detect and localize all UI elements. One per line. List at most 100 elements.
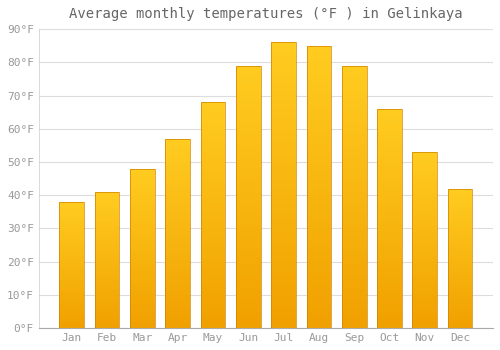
Bar bbox=[236, 239, 260, 241]
Bar bbox=[166, 317, 190, 319]
Bar bbox=[306, 91, 331, 94]
Bar bbox=[236, 65, 260, 328]
Bar bbox=[342, 226, 366, 229]
Bar bbox=[412, 206, 437, 208]
Bar bbox=[200, 109, 226, 111]
Bar bbox=[271, 54, 296, 57]
Bar bbox=[412, 223, 437, 224]
Bar bbox=[94, 270, 120, 271]
Bar bbox=[94, 248, 120, 249]
Bar bbox=[342, 113, 366, 116]
Bar bbox=[306, 119, 331, 122]
Bar bbox=[448, 214, 472, 215]
Bar bbox=[236, 184, 260, 187]
Bar bbox=[166, 218, 190, 220]
Bar bbox=[412, 152, 437, 154]
Bar bbox=[200, 294, 226, 296]
Bar bbox=[236, 150, 260, 152]
Bar bbox=[412, 242, 437, 244]
Bar bbox=[271, 180, 296, 182]
Bar bbox=[60, 250, 84, 251]
Bar bbox=[306, 181, 331, 184]
Bar bbox=[377, 278, 402, 280]
Bar bbox=[200, 156, 226, 159]
Bar bbox=[94, 218, 120, 219]
Bar bbox=[271, 77, 296, 79]
Bar bbox=[94, 302, 120, 304]
Bar bbox=[342, 84, 366, 86]
Bar bbox=[166, 298, 190, 300]
Bar bbox=[412, 288, 437, 289]
Bar bbox=[448, 250, 472, 251]
Bar bbox=[412, 226, 437, 228]
Bar bbox=[377, 120, 402, 122]
Bar bbox=[236, 236, 260, 239]
Bar bbox=[236, 194, 260, 197]
Bar bbox=[236, 320, 260, 323]
Bar bbox=[94, 215, 120, 216]
Bar bbox=[412, 233, 437, 235]
Bar bbox=[306, 150, 331, 153]
Bar bbox=[306, 74, 331, 77]
Bar bbox=[448, 310, 472, 312]
Bar bbox=[412, 231, 437, 233]
Bar bbox=[342, 289, 366, 292]
Bar bbox=[271, 174, 296, 177]
Bar bbox=[166, 279, 190, 281]
Bar bbox=[236, 94, 260, 97]
Bar bbox=[412, 274, 437, 275]
Bar bbox=[271, 57, 296, 60]
Bar bbox=[166, 296, 190, 298]
Bar bbox=[448, 275, 472, 276]
Bar bbox=[306, 147, 331, 150]
Bar bbox=[377, 150, 402, 153]
Bar bbox=[200, 147, 226, 150]
Bar bbox=[166, 326, 190, 328]
Bar bbox=[130, 228, 155, 229]
Bar bbox=[236, 292, 260, 294]
Bar bbox=[306, 314, 331, 317]
Bar bbox=[130, 269, 155, 271]
Bar bbox=[271, 277, 296, 280]
Bar bbox=[200, 186, 226, 188]
Bar bbox=[306, 65, 331, 68]
Bar bbox=[342, 100, 366, 103]
Bar bbox=[306, 170, 331, 173]
Bar bbox=[448, 307, 472, 309]
Bar bbox=[448, 312, 472, 313]
Bar bbox=[412, 251, 437, 252]
Bar bbox=[166, 321, 190, 322]
Bar bbox=[166, 154, 190, 156]
Bar bbox=[236, 215, 260, 218]
Bar bbox=[166, 262, 190, 264]
Bar bbox=[342, 181, 366, 184]
Bar bbox=[342, 199, 366, 202]
Bar bbox=[200, 204, 226, 206]
Bar bbox=[236, 134, 260, 136]
Bar bbox=[306, 323, 331, 326]
Bar bbox=[412, 155, 437, 157]
Bar bbox=[306, 258, 331, 260]
Bar bbox=[271, 282, 296, 285]
Bar bbox=[236, 220, 260, 223]
Bar bbox=[448, 193, 472, 194]
Bar bbox=[200, 224, 226, 226]
Bar bbox=[130, 311, 155, 312]
Bar bbox=[130, 184, 155, 186]
Bar bbox=[377, 324, 402, 326]
Bar bbox=[377, 190, 402, 192]
Bar bbox=[166, 319, 190, 321]
Bar bbox=[166, 139, 190, 141]
Bar bbox=[94, 192, 120, 328]
Bar bbox=[166, 207, 190, 209]
Bar bbox=[166, 160, 190, 161]
Bar bbox=[342, 260, 366, 262]
Bar bbox=[130, 279, 155, 280]
Bar bbox=[412, 270, 437, 272]
Bar bbox=[94, 210, 120, 211]
Bar bbox=[94, 321, 120, 323]
Bar bbox=[130, 183, 155, 184]
Bar bbox=[94, 230, 120, 231]
Bar bbox=[342, 158, 366, 160]
Bar bbox=[94, 245, 120, 246]
